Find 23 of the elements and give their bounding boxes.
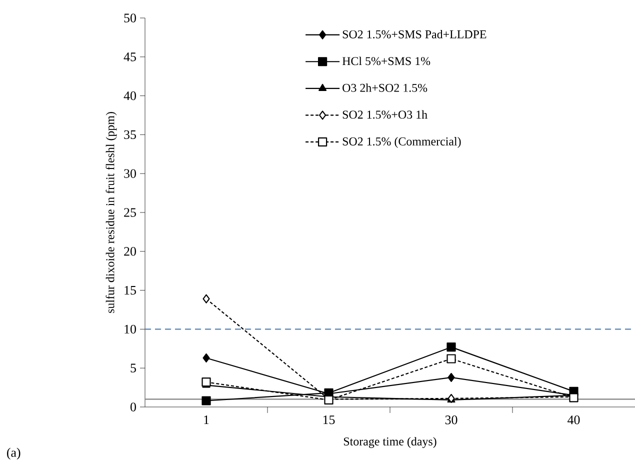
legend-label: SO2 1.5%+SMS Pad+LLDPE (342, 30, 486, 38)
y-tick-label: 40 (124, 91, 136, 100)
y-tick-label: 15 (124, 286, 136, 295)
x-tick-label: 1 (204, 416, 209, 424)
y-tick-label: 35 (124, 130, 136, 140)
y-tick-label: 10 (124, 324, 136, 334)
y-tick-label: 5 (130, 364, 136, 372)
y-tick-label: 45 (124, 52, 136, 62)
x-axis-title: Storage time (days) (344, 437, 436, 448)
y-tick-label: 30 (124, 169, 136, 178)
legend-label: SO2 1.5% (Commercial) (342, 137, 461, 148)
y-tick-label: 20 (124, 247, 136, 256)
x-tick-label: 30 (445, 416, 458, 424)
y-axis-title: sulfur dixoide residue in fruit fleshl (ppm) (106, 112, 117, 313)
legend-label: HCl 5%+SMS 1% (342, 56, 430, 66)
legend-label: SO2 1.5%+O3 1h (342, 110, 428, 119)
y-tick-label: 50 (124, 14, 136, 22)
x-tick-label: 15 (323, 416, 335, 424)
y-tick-label: 0 (130, 402, 136, 412)
x-tick-label: 40 (568, 416, 580, 424)
text: (a) (6, 448, 20, 460)
y-tick-label: 25 (124, 208, 136, 217)
legend-label: O3 2h+SO2 1.5% (342, 84, 428, 92)
